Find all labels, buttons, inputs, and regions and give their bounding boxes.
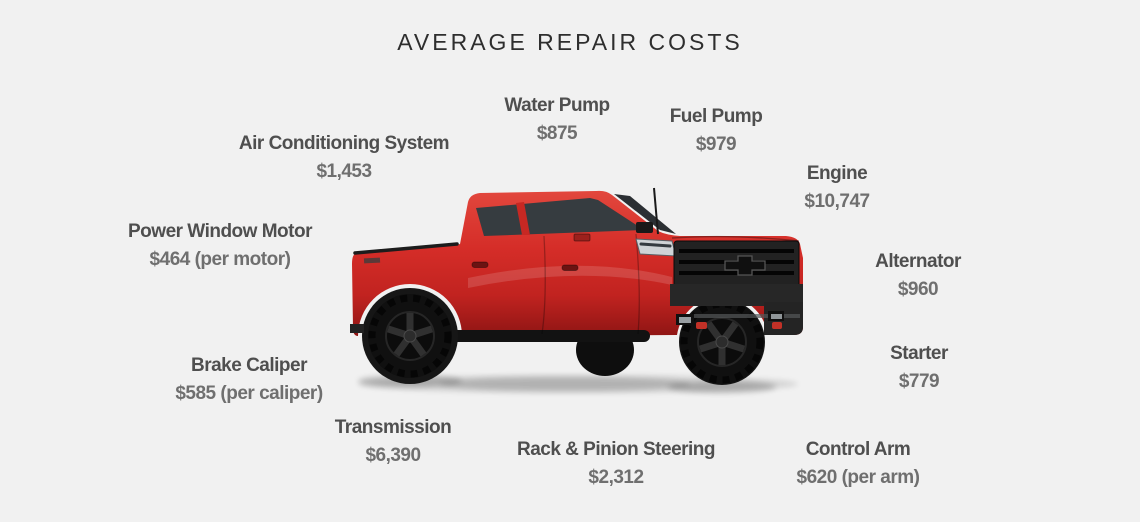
part-cost: $6,390 (365, 445, 421, 466)
part-name: Starter (890, 343, 948, 364)
tow-hook-right (772, 322, 782, 329)
body-highlight (468, 265, 672, 288)
part-cost: $779 (898, 371, 940, 392)
part-name: Control Arm (805, 439, 911, 460)
repair-cost-label-air-conditioning: Air Conditioning System $1,453 (238, 130, 450, 186)
bed-decal (363, 257, 381, 264)
door-seam-rear (541, 235, 546, 335)
repair-cost-label-control-arm: Control Arm $620 (per arm) (797, 436, 920, 492)
part-name: Water Pump (504, 95, 610, 116)
part-cost: $875 (536, 123, 578, 144)
repair-cost-label-rack-pinion-steering: Rack & Pinion Steering $2,312 (516, 436, 716, 492)
repair-cost-label-alternator: Alternator $960 (875, 248, 961, 304)
part-cost: $10,747 (804, 191, 870, 212)
rear-wheel (368, 294, 452, 378)
truck-illustration (350, 184, 810, 400)
part-name: Alternator (875, 251, 961, 272)
part-cost: $960 (897, 279, 939, 300)
door-seam-front (635, 233, 640, 335)
part-cost: $464 (per motor) (149, 249, 291, 270)
truck-grille (673, 240, 800, 289)
part-name: Brake Caliper (190, 355, 308, 376)
repair-cost-label-fuel-pump: Fuel Pump $979 (670, 103, 763, 159)
window-pillar (516, 202, 530, 235)
page-title: AVERAGE REPAIR COSTS (397, 29, 743, 55)
part-cost: $979 (695, 134, 737, 155)
fog-light-left (679, 317, 691, 323)
part-cost: $585 (per caliper) (175, 383, 323, 404)
antenna (653, 187, 659, 235)
running-board (450, 330, 650, 342)
hood-line (671, 235, 800, 242)
front-wheel (680, 300, 764, 384)
repair-cost-label-engine: Engine $10,747 (804, 160, 870, 216)
bed-rail (353, 242, 459, 255)
windshield (614, 194, 676, 234)
part-name: Power Window Motor (128, 221, 312, 242)
repair-cost-label-power-window-motor: Power Window Motor $464 (per motor) (128, 218, 312, 274)
front-bumper (670, 284, 803, 335)
part-cost: $620 (per arm) (796, 467, 920, 488)
z71-badge (573, 233, 591, 242)
headlight-led-bar (639, 242, 672, 248)
part-name: Rack & Pinion Steering (516, 439, 716, 460)
part-cost: $1,453 (316, 161, 372, 182)
rear-bumper-trim (350, 324, 364, 333)
fog-light-right (771, 314, 782, 319)
part-cost: $2,312 (588, 467, 644, 488)
tow-hook-left (696, 322, 707, 329)
part-name: Fuel Pump (669, 106, 763, 127)
part-name: Transmission (334, 417, 452, 438)
chevrolet-bowtie-emblem (724, 255, 766, 276)
door-handle-front (561, 264, 579, 271)
repair-cost-label-starter: Starter $779 (890, 340, 948, 396)
repair-cost-label-water-pump: Water Pump $875 (504, 92, 610, 148)
door-handle-rear (471, 261, 489, 268)
side-mirror (636, 222, 653, 233)
ground-shadow (358, 375, 798, 393)
part-name: Air Conditioning System (238, 133, 450, 154)
repair-cost-label-transmission: Transmission $6,390 (335, 414, 452, 470)
truck-svg (350, 187, 803, 393)
repair-cost-label-brake-caliper: Brake Caliper $585 (per caliper) (175, 352, 323, 408)
part-name: Engine (806, 163, 868, 184)
